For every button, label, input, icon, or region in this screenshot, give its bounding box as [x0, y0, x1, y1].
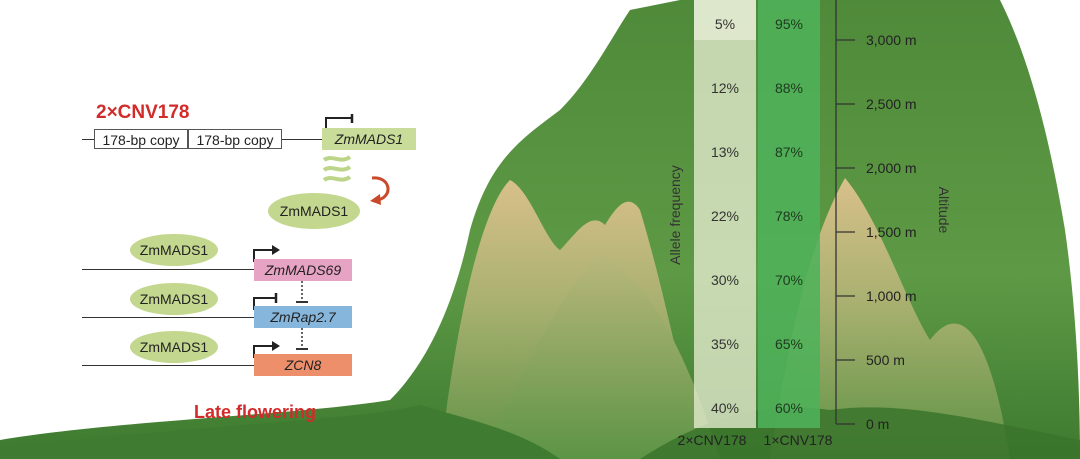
- column-two-copy-bg: [694, 0, 756, 428]
- cnv-title: 2×CNV178: [96, 102, 190, 123]
- freq-cell-two-copy: 30%: [710, 272, 740, 288]
- allele-frequency-label: Allele frequency: [667, 165, 683, 265]
- freq-cell-two-copy: 13%: [710, 144, 740, 160]
- foothill: [0, 405, 560, 459]
- copy-box-2: 178-bp copy: [188, 129, 282, 149]
- freq-cell-one-copy: 95%: [774, 16, 804, 32]
- column-label-one-copy: 1×CNV178: [763, 432, 833, 448]
- freq-cell-one-copy: 78%: [774, 208, 804, 224]
- mrna-waves-icon: [322, 155, 352, 182]
- freq-cell-one-copy: 70%: [774, 272, 804, 288]
- gene-zmmads69: ZmMADS69: [254, 259, 352, 281]
- freq-cell-one-copy: 88%: [774, 80, 804, 96]
- freq-cell-two-copy: 22%: [710, 208, 740, 224]
- peak-right: [770, 178, 1010, 459]
- altitude-tick-0: 0 m: [866, 416, 890, 432]
- peak-middle: [480, 255, 720, 459]
- altitude-tick-2500: 2,500 m: [866, 96, 917, 112]
- copy-box-1: 178-bp copy: [94, 129, 188, 149]
- altitude-tick-3000: 3,000 m: [866, 32, 917, 48]
- promoter-arrow-icon-1: [253, 245, 280, 262]
- column-one-copy-bg: [758, 0, 820, 428]
- altitude-tick-2000: 2,000 m: [866, 160, 917, 176]
- freq-cell-one-copy: 60%: [774, 400, 804, 416]
- gene-zmrap27: ZmRap2.7: [254, 306, 352, 328]
- outcome-label: Late flowering: [194, 402, 317, 422]
- freq-cell-one-copy: 65%: [774, 336, 804, 352]
- freq-cell-one-copy: 87%: [774, 144, 804, 160]
- altitude-tick-500: 500 m: [866, 352, 905, 368]
- translation-arrow-icon: [370, 176, 390, 205]
- protein-zmmads1-target1: ZmMADS1: [130, 234, 218, 266]
- freq-cell-two-copy: 35%: [710, 336, 740, 352]
- inhibition-icon-1: [296, 281, 308, 303]
- freq-cell-two-copy: 5%: [714, 16, 736, 32]
- gene-zcn8: ZCN8: [254, 354, 352, 376]
- dna-line-2: [82, 317, 254, 318]
- inhibition-icon-2: [296, 328, 308, 350]
- altitude-tick-1500: 1,500 m: [866, 224, 917, 240]
- altitude-tick-1000: 1,000 m: [866, 288, 917, 304]
- gene-zmmads1-top: ZmMADS1: [322, 128, 416, 150]
- freq-cell-two-copy: 12%: [710, 80, 740, 96]
- dna-line-3: [82, 365, 254, 366]
- freq-cell-two-copy: 40%: [710, 400, 740, 416]
- dna-line-1: [82, 269, 254, 270]
- altitude-axis-label: Altitude: [936, 186, 952, 234]
- promoter-icon-top: [325, 114, 354, 130]
- protein-zmmads1: ZmMADS1: [268, 193, 360, 229]
- column-label-two-copy: 2×CNV178: [677, 432, 747, 448]
- protein-zmmads1-target3: ZmMADS1: [130, 331, 218, 363]
- protein-zmmads1-target2: ZmMADS1: [130, 283, 218, 315]
